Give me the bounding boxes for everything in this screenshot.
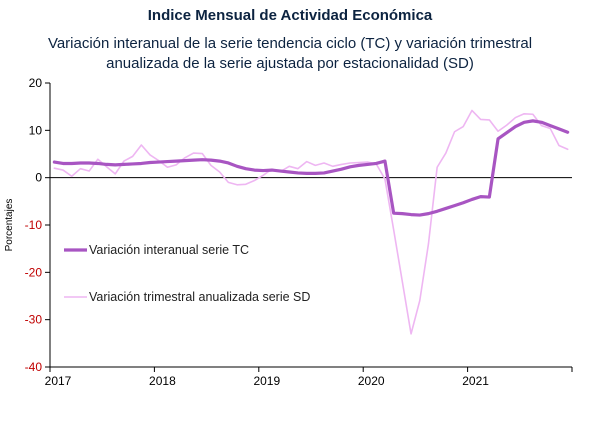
y-tick-label: 20	[29, 76, 43, 90]
y-tick-label: -20	[25, 265, 43, 279]
series-layer	[52, 109, 570, 335]
y-axis-label: Porcentajes	[4, 199, 15, 252]
legend-label-sd: Variación trimestral anualizada serie SD	[89, 290, 310, 304]
y-tick-label: -10	[25, 218, 43, 232]
y-tick-label: 0	[35, 171, 42, 185]
chart-title: Indice Mensual de Actividad Económica	[148, 7, 433, 24]
y-tick-label: 10	[29, 123, 43, 137]
y-tick-label: -30	[25, 313, 43, 327]
legend: Variación interanual serie TC Variación t…	[64, 243, 310, 304]
series-line-tc	[52, 119, 570, 217]
x-tick-label: 2020	[358, 374, 385, 388]
y-tick-label: -40	[25, 360, 43, 374]
x-tick-label: 2019	[253, 374, 280, 388]
x-tick-label: 2021	[462, 374, 489, 388]
x-tick-label: 2018	[149, 374, 176, 388]
legend-label-tc: Variación interanual serie TC	[89, 243, 249, 257]
series-line-sd	[53, 109, 569, 335]
chart-subtitle-line-1: Variación interanual de la serie tendenc…	[48, 35, 532, 52]
chart-subtitle-line-2: anualizada de la serie ajustada por esta…	[106, 55, 474, 72]
x-tick-label: 2017	[45, 374, 72, 388]
